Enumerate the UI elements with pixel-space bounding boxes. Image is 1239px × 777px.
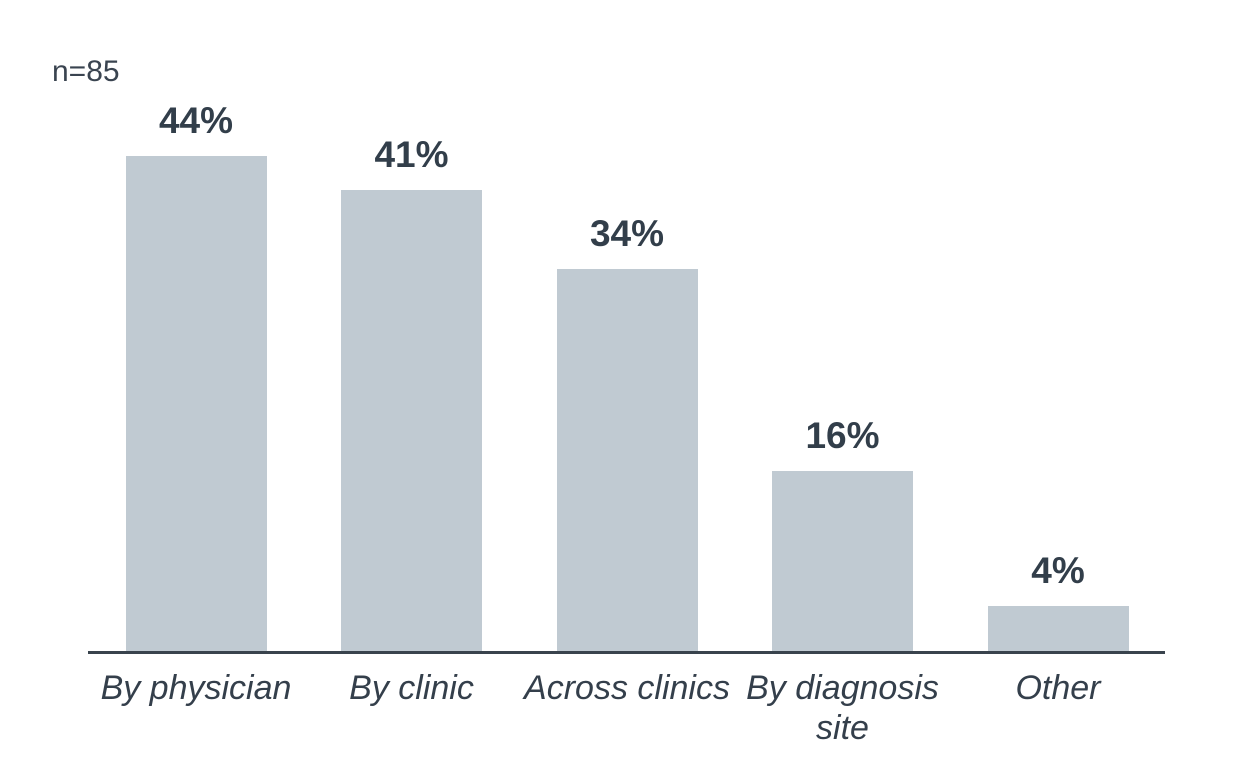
bar xyxy=(772,471,913,651)
bar-category-label: Across clinics xyxy=(524,669,730,707)
bar-value-label: 44% xyxy=(158,100,234,141)
bar-category-label: Other xyxy=(1015,669,1101,707)
bar xyxy=(556,268,698,651)
bar-category-label: By physician xyxy=(100,669,292,707)
sample-size-note: n=85 xyxy=(52,55,120,88)
bar xyxy=(125,156,267,651)
bar-category-label: By diagnosis site xyxy=(746,669,939,748)
bar xyxy=(341,189,482,651)
bar xyxy=(987,606,1129,651)
bar-value-label: 16% xyxy=(805,415,880,456)
bar-value-label: 34% xyxy=(589,212,665,254)
x-axis-line xyxy=(88,651,1165,654)
bar-value-label: 4% xyxy=(1031,550,1085,591)
bar-category-label: By clinic xyxy=(349,669,474,707)
bar-value-label: 41% xyxy=(374,133,449,175)
